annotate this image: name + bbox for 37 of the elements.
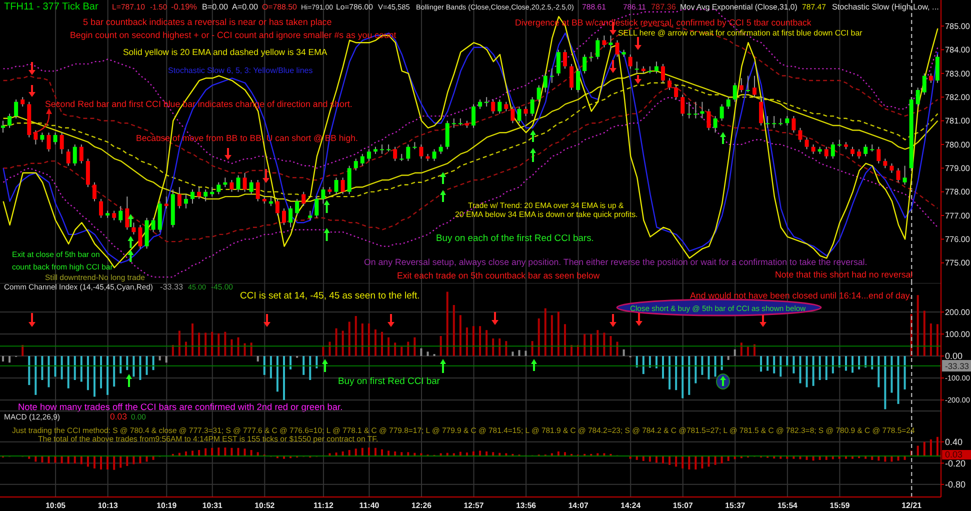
annotation: Exit each trade on 5th countback bar as seen below — [397, 270, 600, 280]
y-tick-label: 778.00 — [945, 188, 970, 197]
annotation: -33.33 — [160, 282, 184, 292]
y-tick-label: 780.00 — [945, 140, 970, 150]
y-tick-label: 200.00 — [945, 308, 970, 317]
y-tick-label: 781.00 — [945, 116, 970, 126]
annotation: Buy on first Red CCI bar — [338, 375, 440, 386]
annotation: 5 bar countback indicates a reversal is near or has taken place — [83, 17, 332, 27]
annotation: And would not have been closed until 16:14...end of day. — [690, 290, 912, 300]
annotation: 787.36 — [651, 2, 676, 12]
annotation: Stochastic Slow (High,Low, ... — [832, 2, 939, 12]
annotation: On any Reversal setup, always close any position. Then either reverse the position or wait for a confirmation to take the reversal. — [364, 257, 868, 267]
annotation: Solid yellow is 20 EMA and dashed yellow is 34 EMA — [123, 47, 328, 57]
y-tick-label: -0.20 — [945, 458, 966, 468]
chart-title: TFH11 - 377 Tick Bar — [4, 2, 99, 12]
y-tick-label: -0.80 — [945, 480, 966, 490]
y-tick-label: 0.40 — [945, 437, 963, 448]
annotation: 0.03 — [110, 412, 128, 422]
text: 0.03 — [945, 450, 963, 460]
y-tick-label: 784.00 — [945, 46, 970, 55]
text: -33.33 — [945, 361, 970, 371]
y-tick-label: 775.00 — [945, 258, 970, 268]
y-tick-label: 783.00 — [945, 69, 970, 78]
annotation: -0.19% — [171, 2, 197, 12]
annotation: A=0.00 — [232, 2, 258, 12]
y-tick-label: 0.00 — [945, 351, 963, 362]
y-tick-label: 782.00 — [945, 92, 970, 102]
y-tick-label: 776.00 — [945, 235, 970, 244]
annotation: CCI is set at 14, -45, 45 as seen to the left. — [240, 290, 420, 302]
y-tick-label: 777.00 — [945, 211, 970, 220]
y-tick-label: 785.00 — [945, 22, 970, 31]
annotation: Note how many trades off the CCI bars are confirmed with 2nd red or green bar. — [18, 402, 343, 412]
annotation: B=0.00 — [202, 2, 228, 12]
y-tick-label: 779.00 — [945, 164, 970, 174]
annotation: Buy on each of the first Red CCI bars. — [436, 233, 594, 243]
y-tick-label: 100.00 — [945, 330, 970, 339]
annotation: Note that this short had no reversal — [775, 270, 913, 280]
